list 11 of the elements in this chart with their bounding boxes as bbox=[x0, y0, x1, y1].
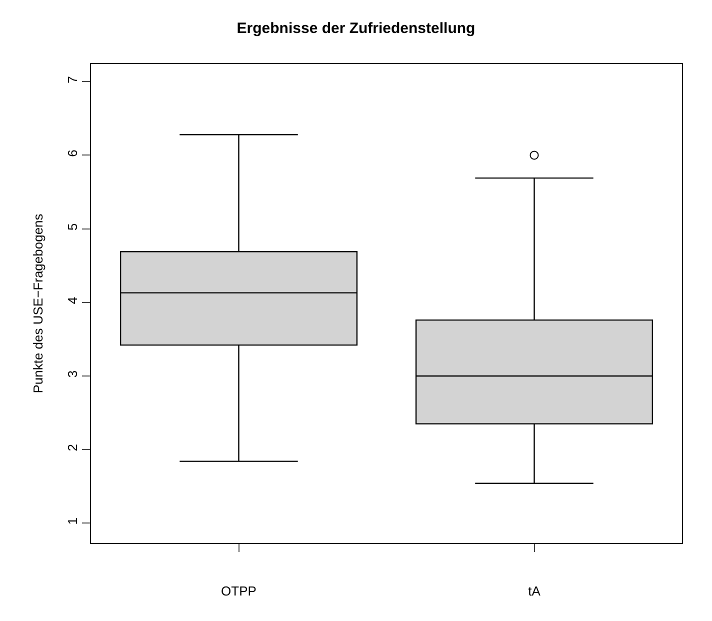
y-tick-label: 6 bbox=[64, 150, 80, 157]
y-tick-label: 7 bbox=[64, 76, 80, 84]
y-tick-label: 3 bbox=[64, 370, 80, 378]
chart-title: Ergebnisse der Zufriedenstellung bbox=[236, 20, 476, 38]
y-tick-label: 4 bbox=[64, 296, 80, 304]
y-tick-label: 5 bbox=[64, 223, 80, 230]
x-tick-label: tA bbox=[528, 584, 541, 599]
y-axis-title: Punkte des USE−Fragebogens bbox=[30, 213, 46, 394]
x-tick-label: OTPP bbox=[221, 584, 256, 599]
y-tick-label: 2 bbox=[64, 444, 80, 452]
y-tick-label: 1 bbox=[64, 518, 80, 525]
